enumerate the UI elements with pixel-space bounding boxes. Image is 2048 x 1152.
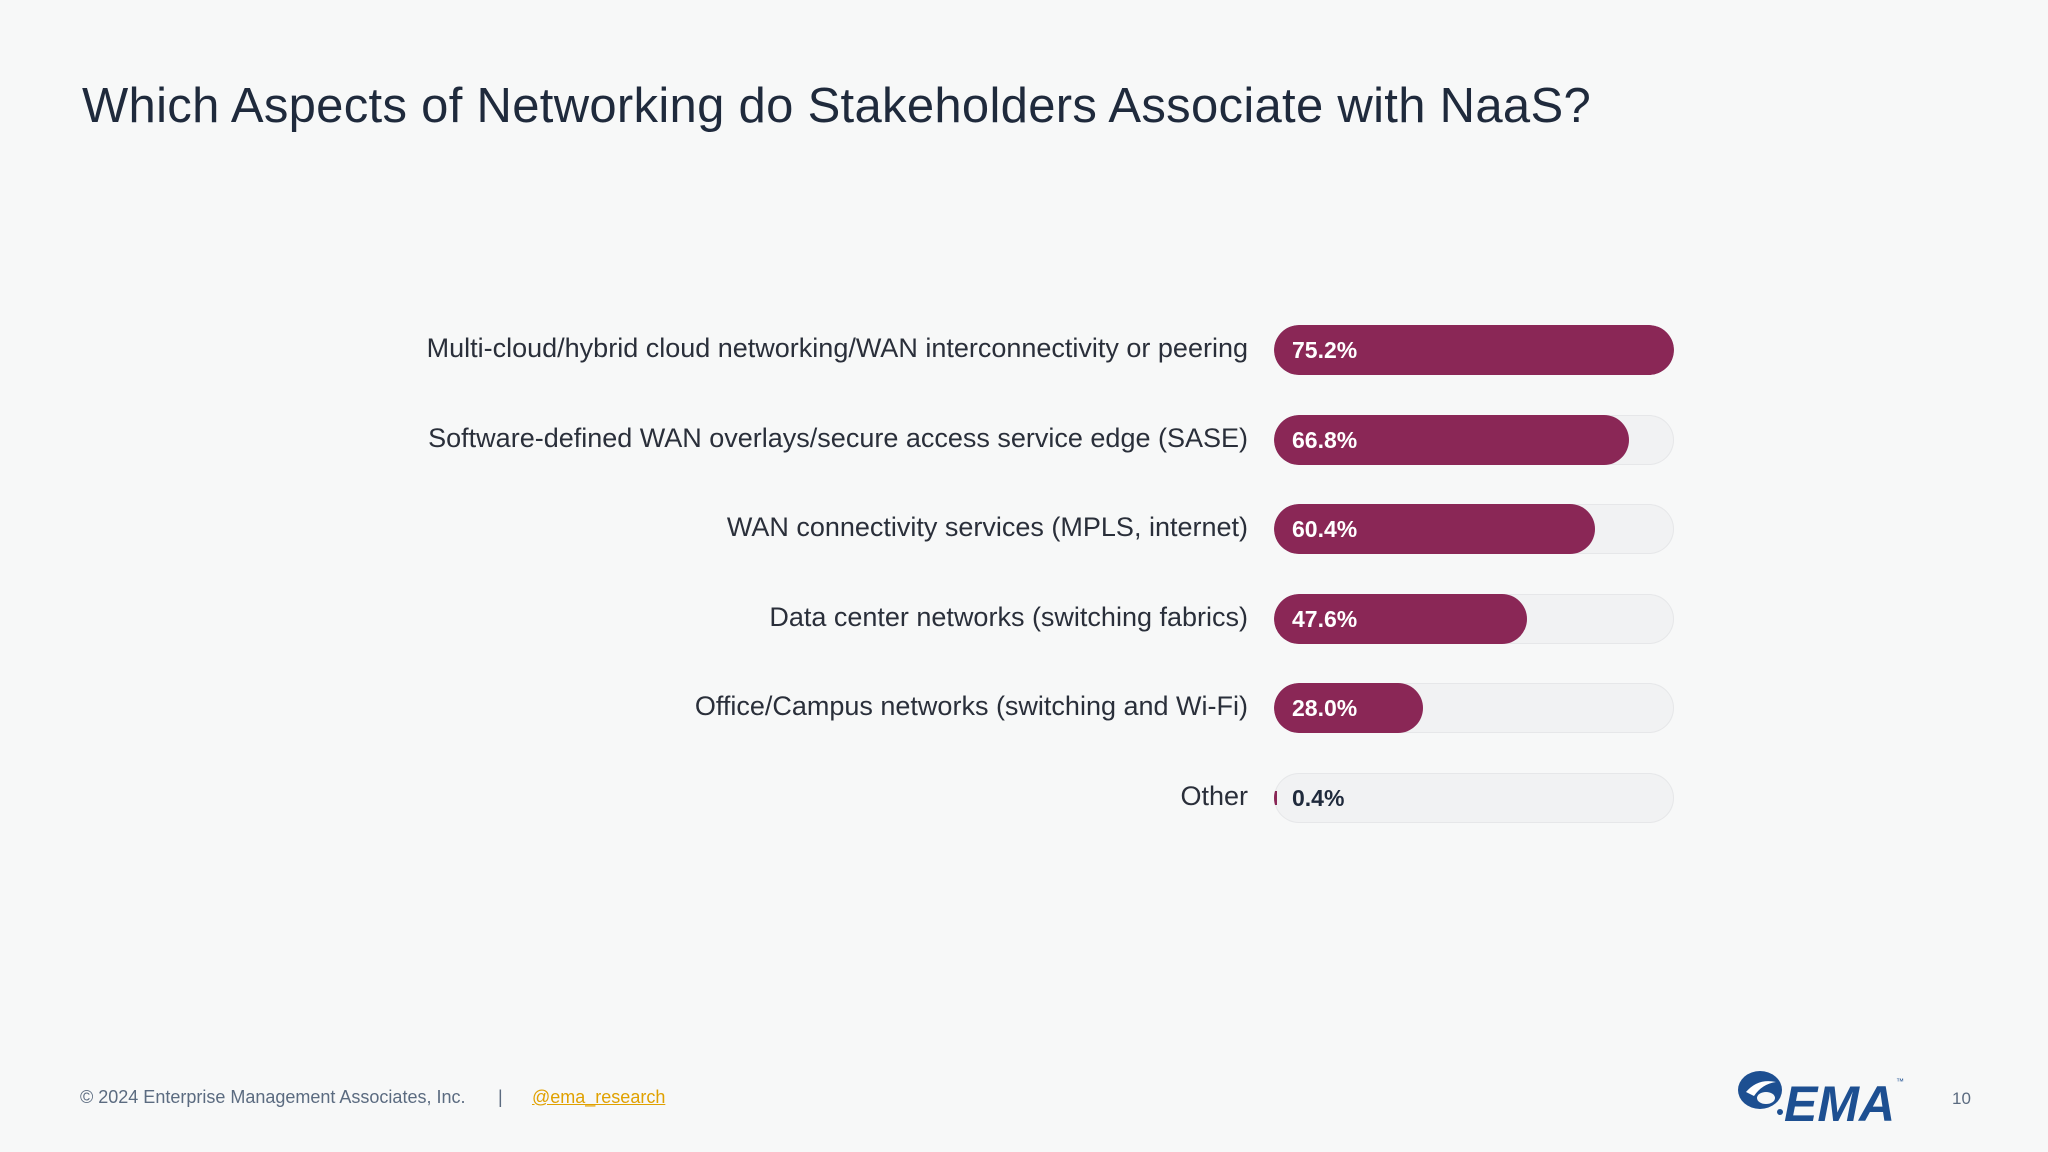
ema-logo: EMA ™ — [1738, 1071, 1904, 1128]
bar-row: WAN connectivity services (MPLS, interne… — [0, 504, 2048, 555]
bar-track: 60.4% — [1274, 504, 1674, 555]
bar-row: Software-defined WAN overlays/secure acc… — [0, 414, 2048, 465]
value-label: 47.6% — [1292, 605, 1358, 632]
bar-track: 0.4% — [1274, 773, 1674, 823]
bar — [1274, 414, 1630, 465]
value-label: 60.4% — [1292, 516, 1358, 543]
value-label: 28.0% — [1292, 695, 1358, 722]
bar-row: Other 0.4% — [0, 773, 2048, 823]
bar-row: Office/Campus networks (switching and Wi… — [0, 683, 2048, 734]
bar-track: 66.8% — [1274, 414, 1674, 465]
slide-title: Which Aspects of Networking do Stakehold… — [82, 79, 1592, 133]
bar — [1274, 504, 1596, 555]
category-label: Software-defined WAN overlays/secure acc… — [428, 422, 1248, 453]
value-label: 66.8% — [1292, 426, 1358, 453]
bar — [1274, 593, 1528, 644]
category-label: Other — [1180, 781, 1248, 811]
bar-track: 28.0% — [1274, 683, 1674, 734]
footer-separator: | — [498, 1087, 503, 1107]
trademark-mark: ™ — [1896, 1077, 1904, 1086]
category-label: WAN connectivity services (MPLS, interne… — [726, 512, 1248, 543]
bar-row: Multi-cloud/hybrid cloud networking/WAN … — [0, 325, 2048, 375]
bar-row: Data center networks (switching fabrics)… — [0, 593, 2048, 644]
category-label: Multi-cloud/hybrid cloud networking/WAN … — [426, 333, 1248, 363]
category-label: Office/Campus networks (switching and Wi… — [694, 691, 1248, 722]
bar — [1274, 791, 1277, 805]
bar — [1274, 683, 1423, 734]
page-number: 10 — [1952, 1089, 1971, 1108]
ema-logo-text: EMA — [1784, 1076, 1895, 1128]
value-label: 75.2% — [1292, 337, 1358, 363]
bar — [1274, 325, 1674, 375]
value-label: 0.4% — [1292, 785, 1345, 811]
bar-track: 47.6% — [1274, 593, 1674, 644]
footer-copyright: © 2024 Enterprise Management Associates,… — [80, 1087, 466, 1107]
category-label: Data center networks (switching fabrics) — [769, 601, 1248, 632]
twitter-handle-link[interactable]: @ema_research — [532, 1087, 666, 1107]
bar-track: 75.2% — [1274, 325, 1674, 375]
swoosh-icon — [1738, 1071, 1783, 1115]
